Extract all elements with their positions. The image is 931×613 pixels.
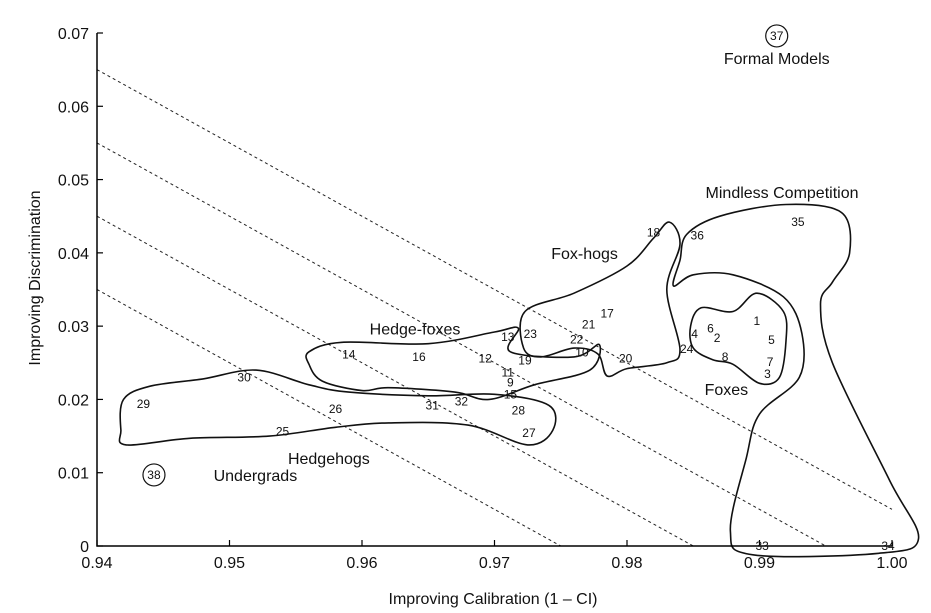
axes: 0.94 0.95 0.96 0.97 0.98 0.99 1.00 0 0.01 0.02 0.0… (58, 26, 908, 572)
group-label-fox-hogs: Fox-hogs (551, 246, 618, 263)
point-4: 4 (691, 327, 698, 341)
y-axis-title: Improving Discrimination (27, 190, 44, 365)
regions (118, 203, 920, 558)
x-tick-label: 0.98 (611, 555, 642, 572)
point-27: 27 (522, 426, 536, 440)
point-8: 8 (722, 350, 729, 364)
region-hedgehogs (118, 369, 557, 446)
point-13: 13 (501, 330, 515, 344)
region-mindless-competition (672, 203, 920, 558)
region-foxes (689, 292, 788, 386)
point-29: 29 (137, 397, 151, 411)
point-31: 31 (426, 398, 440, 412)
group-labels: Hedgehogs Hedge-foxes Fox-hogs Foxes Mindles… (214, 51, 859, 485)
point-2: 2 (714, 331, 721, 345)
region-hedge-foxes (305, 326, 602, 401)
iso-line (96, 289, 561, 547)
x-tick-label: 0.95 (214, 555, 245, 572)
x-tick-label: 0.94 (81, 555, 112, 572)
point-30: 30 (237, 370, 251, 384)
point-18: 18 (647, 225, 661, 239)
point-38: 38 (147, 468, 161, 482)
y-tick-label: 0.04 (58, 246, 89, 263)
point-28: 28 (512, 403, 526, 417)
point-10: 10 (575, 346, 589, 360)
point-32: 32 (455, 395, 469, 409)
point-14: 14 (342, 348, 356, 362)
x-tick-label: 0.97 (479, 555, 510, 572)
iso-line (96, 69, 893, 510)
y-tick-label: 0.03 (58, 319, 89, 336)
point-37: 37 (770, 29, 784, 43)
point-7: 7 (767, 355, 774, 369)
point-1: 1 (754, 314, 761, 328)
point-24: 24 (680, 342, 694, 356)
iso-line (96, 142, 826, 547)
point-circle-38 (142, 463, 166, 487)
point-16: 16 (412, 350, 426, 364)
point-circle-37 (765, 24, 789, 48)
y-tick-label: 0.06 (58, 99, 89, 116)
point-6: 6 (707, 321, 714, 335)
point-21: 21 (582, 318, 596, 332)
x-tick-label: 0.96 (346, 555, 377, 572)
group-label-mindless-competition: Mindless Competition (706, 185, 859, 202)
point-20: 20 (619, 351, 633, 365)
y-tick-label: 0.07 (58, 26, 89, 43)
group-label-hedge-foxes: Hedge-foxes (370, 321, 461, 338)
y-tick-label: 0.02 (58, 392, 89, 409)
y-tick-label: 0 (80, 539, 89, 556)
point-12: 12 (479, 351, 493, 365)
y-tick-label: 0.01 (58, 466, 89, 483)
point-23: 23 (524, 327, 538, 341)
iso-lines (96, 69, 893, 547)
point-5: 5 (768, 333, 775, 347)
point-35: 35 (791, 215, 805, 229)
x-axis-title: Improving Calibration (1 – CI) (389, 591, 598, 608)
group-label-foxes: Foxes (705, 382, 749, 399)
region-fox-hogs (519, 221, 681, 378)
point-15: 15 (504, 387, 518, 401)
point-11: 11 (502, 365, 515, 379)
group-label-undergrads: Undergrads (214, 468, 298, 485)
y-tick-label: 0.05 (58, 173, 89, 190)
x-tick-label: 1.00 (876, 555, 907, 572)
group-label-formal-models: Formal Models (724, 51, 830, 68)
point-33: 33 (755, 539, 769, 553)
point-17: 17 (600, 307, 614, 321)
point-3: 3 (764, 367, 771, 381)
x-tick-label: 0.99 (744, 555, 775, 572)
point-26: 26 (329, 402, 343, 416)
point-9: 9 (507, 376, 514, 390)
point-36: 36 (691, 228, 705, 242)
point-25: 25 (276, 425, 290, 439)
point-22: 22 (570, 332, 584, 346)
point-34: 34 (881, 539, 895, 553)
group-label-hedgehogs: Hedgehogs (288, 451, 370, 468)
point-19: 19 (518, 354, 532, 368)
